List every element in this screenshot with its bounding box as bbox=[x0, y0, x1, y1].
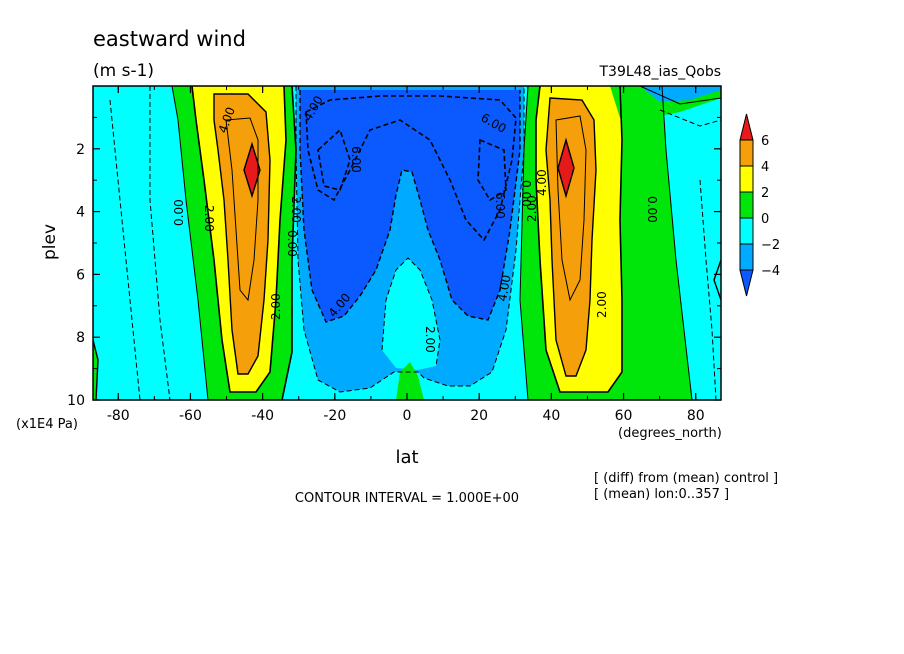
contour-line bbox=[191, 86, 287, 393]
contour-label: 4.00 bbox=[535, 169, 549, 196]
chart-title: eastward wind bbox=[93, 27, 246, 51]
contour-label: 0.00 bbox=[519, 180, 533, 207]
contour-line bbox=[545, 97, 597, 377]
colorbar-label: 6 bbox=[761, 134, 769, 149]
contour-lines bbox=[93, 86, 721, 400]
x-axis: -80 -60 -40 -20 0 20 40 60 80 bbox=[107, 86, 705, 424]
colorbar-label: 4 bbox=[761, 160, 769, 175]
contour-line-negative bbox=[109, 99, 141, 400]
x-tick-label: 20 bbox=[470, 408, 488, 424]
x-tick-label: 40 bbox=[542, 408, 560, 424]
colorbar-swatch bbox=[739, 243, 754, 271]
contour-label: 0.00 bbox=[645, 196, 659, 223]
contour-line bbox=[555, 115, 587, 302]
run-label: T39L48_ias_Qobs bbox=[598, 64, 721, 80]
contour-line bbox=[535, 86, 623, 393]
core-cyan-center bbox=[382, 258, 440, 370]
contour-label: 0.00 bbox=[172, 199, 186, 226]
contour-line-negative bbox=[305, 95, 517, 242]
note-line-2: [ (mean) lon:0..357 ] bbox=[594, 487, 729, 502]
contour-label: 2.00 bbox=[269, 293, 283, 320]
y-tick-label: 6 bbox=[76, 267, 85, 283]
colorbar-label: 2 bbox=[761, 186, 769, 201]
x-tick-label: 0 bbox=[403, 408, 412, 424]
x-tick-label: -80 bbox=[107, 408, 130, 424]
contour-interval-text: CONTOUR INTERVAL = 1.000E+00 bbox=[295, 491, 519, 506]
contour-line bbox=[225, 117, 259, 302]
x-units: (degrees_north) bbox=[618, 426, 722, 441]
colorbar: 6 4 2 0 −2 −4 bbox=[739, 113, 780, 297]
colorbar-cap-bottom bbox=[739, 269, 754, 297]
contour-line-negative bbox=[381, 257, 441, 367]
contour-line-negative bbox=[149, 86, 171, 400]
band-green-bottom-center bbox=[396, 362, 424, 400]
contour-line-negative bbox=[295, 86, 525, 393]
plot-area: 4.00 2.00 0.00 0.00 2.00 2.00 4.00 6.00 … bbox=[93, 86, 721, 400]
contour-label: 0.00 bbox=[285, 230, 299, 257]
y-axis: 2 4 6 8 10 bbox=[67, 116, 721, 409]
colorbar-label: −4 bbox=[761, 264, 780, 279]
contour-line bbox=[557, 137, 575, 199]
contour-line bbox=[281, 86, 297, 400]
colorbar-swatch bbox=[739, 165, 754, 193]
contour-line bbox=[661, 86, 693, 400]
colorbar-label: 0 bbox=[761, 212, 769, 227]
contour-line bbox=[171, 86, 209, 400]
y-axis-label: plev bbox=[40, 224, 60, 260]
contour-line bbox=[243, 141, 261, 199]
contour-label: 4.00 bbox=[495, 274, 513, 303]
contour-line-negative bbox=[477, 138, 507, 202]
band-blue-center bbox=[300, 90, 520, 322]
contour-line-negative bbox=[317, 128, 351, 191]
contour-line bbox=[639, 86, 721, 105]
y-tick-label: 10 bbox=[67, 393, 85, 409]
contour-label: 2.00 bbox=[595, 291, 609, 318]
contour-label: 6.00 bbox=[493, 192, 507, 219]
contour-line-negative bbox=[659, 109, 721, 127]
contour-line-negative bbox=[699, 179, 717, 400]
contour-line-negative bbox=[299, 90, 521, 323]
x-tick-label: -20 bbox=[323, 408, 346, 424]
colorbar-swatch bbox=[739, 217, 754, 245]
y-tick-label: 4 bbox=[76, 205, 85, 221]
contour-lines-dashed bbox=[109, 86, 721, 400]
contour-label: 2.00 bbox=[202, 205, 216, 232]
contour-label: 2.00 bbox=[423, 326, 437, 353]
x-tick-label: 80 bbox=[687, 408, 705, 424]
note-line-1: [ (diff) from (mean) control ] bbox=[594, 471, 778, 486]
x-tick-label: -60 bbox=[179, 408, 202, 424]
y-units: (x1E4 Pa) bbox=[16, 417, 78, 432]
y-tick-label: 8 bbox=[76, 330, 85, 346]
contour-label: 2.00 bbox=[289, 196, 303, 223]
x-axis-label: lat bbox=[395, 447, 418, 468]
contour-label: 2.00 bbox=[525, 195, 539, 222]
colorbar-label: −2 bbox=[761, 238, 780, 253]
colorbar-swatch bbox=[739, 191, 754, 219]
contour-line bbox=[519, 86, 529, 400]
contour-label: 6.00 bbox=[349, 146, 363, 173]
band-blue-top-right bbox=[640, 86, 721, 102]
contour-line bbox=[213, 93, 271, 375]
y-tick-label: 2 bbox=[76, 142, 85, 158]
chart-units: (m s-1) bbox=[93, 61, 154, 81]
colorbar-swatch bbox=[739, 139, 754, 167]
colorbar-cap-top bbox=[739, 113, 754, 141]
contour-line bbox=[713, 259, 721, 301]
contour-line bbox=[93, 339, 99, 400]
x-tick-label: 60 bbox=[615, 408, 633, 424]
x-tick-label: -40 bbox=[251, 408, 274, 424]
